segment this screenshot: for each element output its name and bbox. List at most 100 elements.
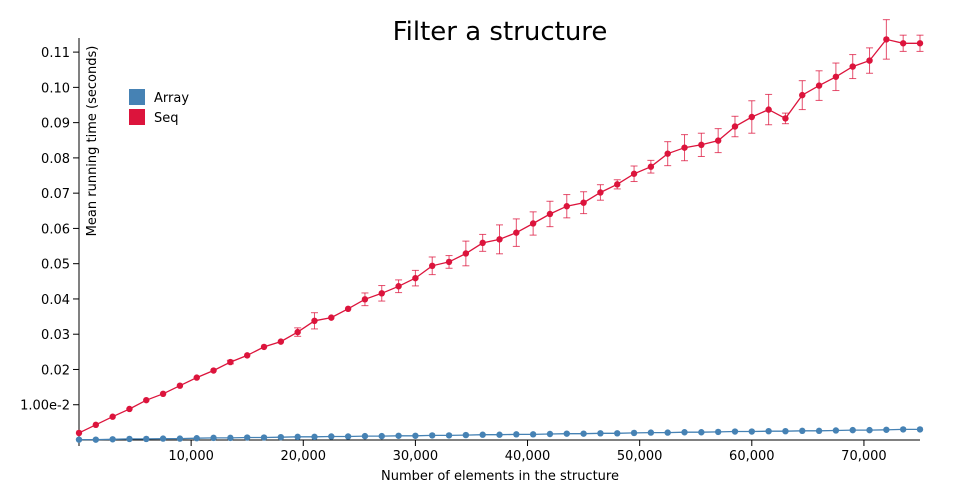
- data-point-array: [479, 431, 486, 438]
- data-point-seq: [630, 170, 638, 177]
- y-tick-label: 0.02: [41, 363, 70, 378]
- data-point-array: [210, 434, 217, 442]
- data-point-array: [630, 429, 638, 437]
- legend-swatch-array: [129, 89, 145, 105]
- series-array: [75, 426, 924, 443]
- data-point-array: [614, 430, 621, 437]
- data-point-array: [176, 435, 184, 442]
- data-point-seq: [260, 343, 268, 351]
- data-point-array: [731, 428, 739, 435]
- x-tick-label: 60,000: [729, 449, 775, 464]
- x-tick-label: 10,000: [168, 449, 214, 464]
- y-tick-label: 0.11: [41, 46, 70, 61]
- data-point-seq: [765, 106, 772, 113]
- y-tick-label: 0.05: [41, 258, 70, 273]
- y-tick-label: 0.09: [41, 117, 70, 132]
- data-point-seq: [832, 73, 840, 80]
- data-point-seq: [647, 163, 655, 170]
- x-axis-label: Number of elements in the structure: [381, 469, 619, 484]
- data-point-seq: [412, 274, 419, 282]
- data-point-array: [361, 432, 369, 440]
- data-point-array: [294, 433, 301, 441]
- x-tick-label: 30,000: [393, 449, 439, 464]
- data-point-seq: [445, 258, 453, 266]
- data-point-array: [429, 432, 436, 439]
- data-point-array: [344, 433, 352, 440]
- data-point-seq: [176, 382, 184, 389]
- x-ticks: 10,000 20,000 30,000 40,000 50,000 60,000 70,0…: [78, 440, 887, 464]
- x-tick-label: 40,000: [505, 449, 551, 464]
- data-point-seq: [143, 396, 150, 404]
- data-point-seq: [849, 63, 856, 70]
- data-point-seq: [109, 413, 116, 420]
- data-point-array: [563, 430, 570, 437]
- data-point-seq: [328, 314, 335, 321]
- data-point-seq: [462, 250, 470, 257]
- data-point-array: [378, 432, 385, 440]
- data-point-array: [513, 431, 520, 438]
- chart-title: Filter a structure: [393, 17, 608, 47]
- data-point-array: [260, 434, 268, 441]
- data-point-seq: [714, 137, 722, 144]
- data-point-array: [765, 427, 772, 435]
- data-point-seq: [159, 390, 167, 398]
- data-point-array: [714, 428, 722, 436]
- data-point-array: [597, 430, 604, 437]
- data-point-seq: [126, 405, 133, 413]
- data-point-array: [412, 432, 419, 439]
- data-point-seq: [344, 305, 352, 313]
- y-tick-label: 0.06: [41, 222, 70, 237]
- legend-label-array: Array: [154, 91, 189, 106]
- data-point-seq: [294, 328, 301, 336]
- data-point-array: [832, 427, 840, 434]
- data-point-seq: [311, 317, 318, 325]
- data-point-seq: [748, 113, 755, 121]
- data-point-array: [580, 430, 587, 437]
- data-point-array: [193, 435, 200, 442]
- data-point-seq: [92, 421, 100, 429]
- data-point-seq: [227, 358, 234, 366]
- data-point-array: [75, 436, 83, 443]
- data-point-array: [916, 426, 924, 433]
- data-point-seq: [681, 144, 688, 151]
- data-point-array: [92, 436, 100, 443]
- data-point-array: [462, 431, 470, 439]
- data-point-seq: [513, 229, 520, 236]
- x-tick-label: 20,000: [281, 449, 327, 464]
- y-tick-label: 0.10: [41, 81, 70, 96]
- data-point-array: [748, 428, 755, 435]
- data-point-seq: [429, 262, 436, 269]
- data-point-array: [395, 432, 402, 439]
- data-point-array: [496, 431, 503, 438]
- data-point-array: [109, 436, 116, 443]
- data-point-seq: [698, 141, 705, 149]
- y-axis-label: Mean running time (seconds): [85, 46, 100, 237]
- data-point-array: [311, 433, 318, 441]
- data-point-array: [815, 427, 823, 435]
- legend: Array Seq: [129, 89, 189, 126]
- data-point-seq: [496, 236, 503, 243]
- y-tick-label: 0.07: [41, 187, 70, 202]
- data-point-array: [546, 430, 554, 438]
- data-point-array: [866, 426, 873, 434]
- data-point-array: [328, 433, 335, 440]
- data-point-seq: [664, 150, 671, 157]
- legend-label-seq: Seq: [154, 111, 179, 126]
- data-point-array: [698, 429, 705, 436]
- data-point-seq: [731, 123, 739, 130]
- data-point-array: [849, 426, 856, 434]
- data-point-seq: [614, 181, 621, 188]
- data-point-seq: [546, 210, 554, 218]
- data-point-seq: [529, 220, 537, 227]
- data-point-array: [681, 429, 688, 436]
- series-seq: [75, 19, 924, 437]
- data-point-array: [529, 431, 537, 438]
- data-point-seq: [597, 189, 604, 196]
- data-point-seq: [244, 352, 251, 359]
- y-tick-label: 0.08: [41, 152, 70, 167]
- data-point-seq: [210, 367, 217, 374]
- y-tick-label: 0.03: [41, 328, 70, 343]
- series-layer: [75, 19, 924, 443]
- data-point-seq: [883, 36, 890, 43]
- y-ticks: 1.00e-2 0.02 0.03 0.04 0.05 0.06 0.07 0.08 0.09 0…: [20, 46, 79, 414]
